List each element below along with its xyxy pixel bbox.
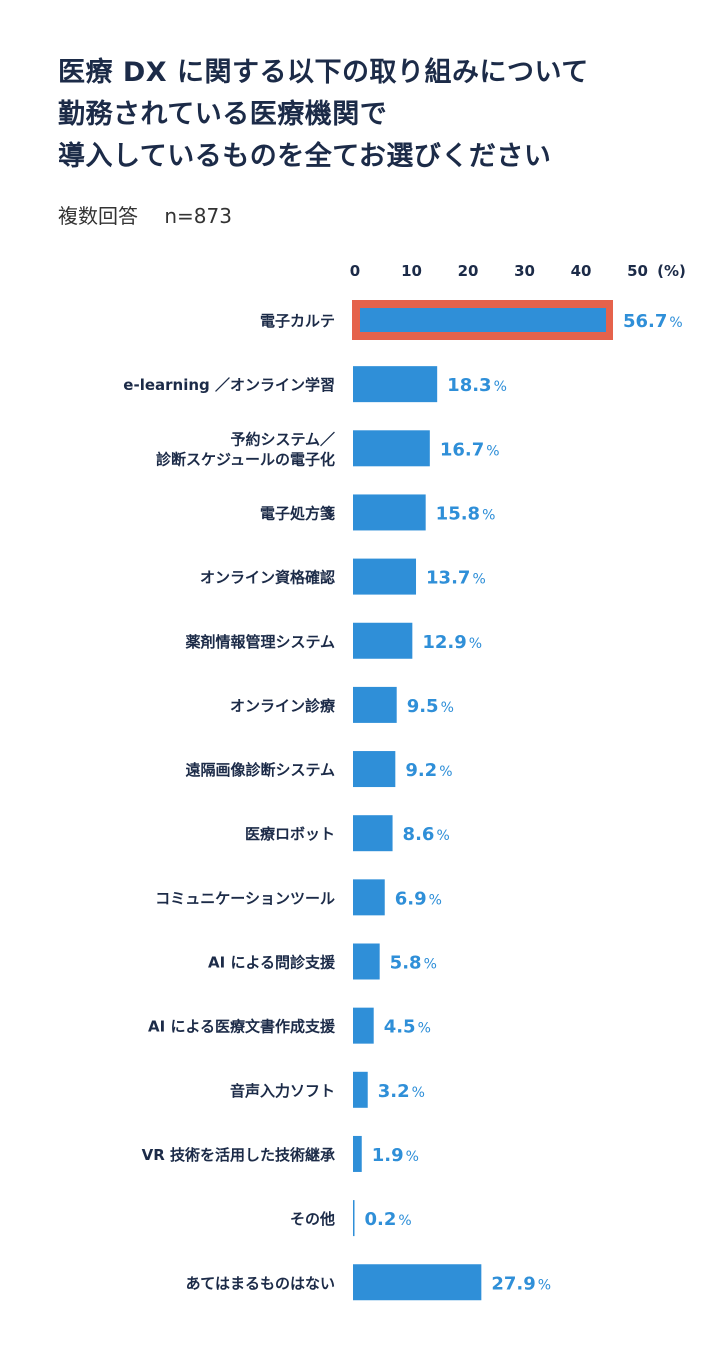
category-label: e-learning ／オンライン学習 (123, 376, 335, 394)
value-label: 15.8% (436, 503, 496, 524)
value-number: 27.9 (491, 1273, 535, 1294)
value-number: 3.2 (378, 1081, 410, 1102)
value-label: 56.7% (623, 311, 683, 332)
value-label: 5.8% (390, 953, 437, 974)
value-number: 1.9 (372, 1145, 404, 1166)
value-label: 13.7% (426, 568, 486, 589)
value-label: 16.7% (440, 439, 500, 460)
category-label: 遠隔画像診断システム (185, 761, 335, 779)
value-label: 3.2% (378, 1081, 425, 1102)
category-label: 診断スケジュールの電子化 (156, 450, 335, 468)
value-suffix: % (469, 636, 482, 652)
category-label: AI による医療文書作成支援 (148, 1018, 336, 1036)
value-number: 4.5 (384, 1017, 416, 1038)
title-line: 導入しているものを全てお選びください (58, 141, 552, 172)
value-label: 8.6% (403, 824, 450, 845)
chart-subtitle: 複数回答 n=873 (58, 204, 232, 228)
value-label: 0.2% (365, 1209, 412, 1230)
category-label: あてはまるものはない (186, 1274, 335, 1292)
value-number: 9.2 (405, 760, 437, 781)
x-tick-label: 20 (458, 262, 479, 280)
category-label: 電子カルテ (260, 312, 335, 330)
value-number: 6.9 (395, 888, 427, 909)
bar (353, 622, 413, 659)
title-line: 医療 DX に関する以下の取り組みについて (58, 57, 589, 88)
bar (353, 558, 417, 595)
category-label: オンライン診療 (230, 697, 336, 715)
value-suffix: % (418, 1021, 431, 1037)
title-line: 勤務されている医療機関で (58, 99, 388, 130)
category-label: その他 (290, 1210, 335, 1228)
bar (353, 686, 397, 723)
bar (353, 1071, 368, 1108)
x-unit-label: (%) (657, 262, 686, 280)
value-number: 18.3 (447, 375, 491, 396)
value-suffix: % (406, 1149, 419, 1165)
category-label: 予約システム／ (230, 430, 335, 448)
value-number: 56.7 (623, 311, 667, 332)
value-suffix: % (486, 443, 499, 459)
bar (353, 366, 438, 403)
category-label: 医療ロボット (245, 825, 335, 843)
chart-title: 医療 DX に関する以下の取り組みについて 勤務されている医療機関で 導入してい… (58, 52, 589, 178)
value-number: 9.5 (407, 696, 439, 717)
bar (353, 1135, 362, 1172)
value-label: 9.5% (407, 696, 454, 717)
category-label: オンライン資格確認 (200, 569, 335, 587)
value-number: 8.6 (403, 824, 435, 845)
bar (353, 751, 396, 788)
value-label: 18.3% (447, 375, 507, 396)
category-label: VR 技術を活用した技術継承 (142, 1146, 335, 1164)
x-tick-label: 50 (627, 262, 648, 280)
category-label: 電子処方箋 (260, 504, 335, 522)
bar (353, 815, 393, 852)
bar (353, 1264, 482, 1301)
category-label: 音声入力ソフト (230, 1082, 335, 1100)
value-suffix: % (424, 957, 437, 973)
bar (353, 943, 380, 980)
x-tick-label: 40 (571, 262, 592, 280)
value-number: 15.8 (436, 503, 480, 524)
bar (353, 1200, 355, 1237)
value-suffix: % (441, 700, 454, 716)
category-label: コミュニケーションツール (155, 889, 335, 907)
value-label: 6.9% (395, 888, 442, 909)
value-number: 16.7 (440, 439, 484, 460)
value-number: 5.8 (390, 953, 422, 974)
x-tick-label: 10 (401, 262, 422, 280)
bar (353, 430, 430, 467)
value-suffix: % (669, 315, 682, 331)
value-number: 0.2 (365, 1209, 397, 1230)
value-label: 9.2% (405, 760, 452, 781)
x-tick-label: 0 (350, 262, 360, 280)
category-label: 薬剤情報管理システム (184, 633, 335, 651)
value-suffix: % (436, 828, 449, 844)
value-suffix: % (398, 1213, 411, 1229)
bar (353, 879, 385, 916)
bar (360, 308, 606, 332)
value-suffix: % (412, 1085, 425, 1101)
value-suffix: % (538, 1277, 551, 1293)
x-tick-label: 30 (514, 262, 535, 280)
bar (353, 1007, 374, 1044)
value-label: 27.9% (491, 1273, 551, 1294)
value-suffix: % (429, 892, 442, 908)
value-label: 12.9% (422, 632, 482, 653)
value-suffix: % (494, 379, 507, 395)
category-label: AI による問診支援 (208, 954, 336, 972)
value-number: 13.7 (426, 568, 470, 589)
bar (353, 494, 426, 531)
value-suffix: % (472, 572, 485, 588)
value-suffix: % (439, 764, 452, 780)
value-label: 1.9% (372, 1145, 419, 1166)
value-suffix: % (482, 507, 495, 523)
value-number: 12.9 (422, 632, 466, 653)
value-label: 4.5% (384, 1017, 431, 1038)
